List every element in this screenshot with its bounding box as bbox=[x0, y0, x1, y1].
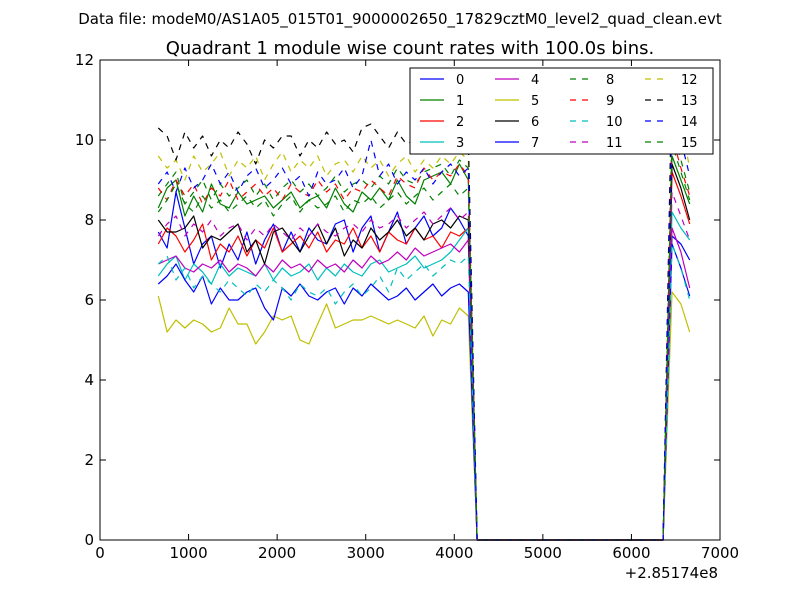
legend-label-15: 15 bbox=[681, 136, 698, 151]
y-tick-label: 8 bbox=[84, 211, 94, 229]
y-tick-label: 4 bbox=[84, 371, 94, 389]
x-tick-label: 5000 bbox=[524, 544, 562, 562]
x-axis: 0 1000 2000 3000 4000 5000 6000 7000 bbox=[95, 60, 739, 562]
legend-label-8: 8 bbox=[606, 73, 614, 88]
x-offset-label: +2.85174e8 bbox=[625, 564, 718, 582]
x-tick-label: 0 bbox=[95, 544, 105, 562]
series-line-9 bbox=[157, 135, 691, 541]
series-line-8 bbox=[157, 127, 691, 541]
legend-label-4: 4 bbox=[531, 73, 539, 88]
y-tick-label: 2 bbox=[84, 451, 94, 469]
x-tick-label: 7000 bbox=[701, 544, 739, 562]
y-tick-label: 0 bbox=[84, 531, 94, 549]
y-tick-label: 12 bbox=[75, 51, 94, 69]
x-tick-label: 2000 bbox=[258, 544, 296, 562]
y-tick-label: 10 bbox=[75, 131, 94, 149]
legend-label-3: 3 bbox=[456, 136, 464, 151]
legend-label-12: 12 bbox=[681, 73, 698, 88]
x-tick-label: 3000 bbox=[347, 544, 385, 562]
legend-label-14: 14 bbox=[681, 115, 698, 130]
chart-title: Quadrant 1 module wise count rates with … bbox=[166, 38, 655, 59]
x-tick-label: 6000 bbox=[612, 544, 650, 562]
legend-label-7: 7 bbox=[531, 136, 539, 151]
x-tick-label: 4000 bbox=[435, 544, 473, 562]
legend-label-2: 2 bbox=[456, 115, 464, 130]
x-tick-label: 1000 bbox=[169, 544, 207, 562]
figure-suptitle: Data file: modeM0/AS1A05_015T01_90000026… bbox=[78, 10, 722, 29]
legend-label-0: 0 bbox=[456, 73, 464, 88]
legend-label-1: 1 bbox=[456, 94, 464, 109]
legend-label-10: 10 bbox=[606, 115, 623, 130]
legend-label-13: 13 bbox=[681, 94, 698, 109]
y-tick-label: 6 bbox=[84, 291, 94, 309]
legend-box bbox=[409, 67, 714, 155]
legend-label-9: 9 bbox=[606, 94, 614, 109]
legend-label-5: 5 bbox=[531, 94, 539, 109]
legend-label-11: 11 bbox=[606, 136, 623, 151]
series-line-12 bbox=[157, 91, 691, 541]
legend-label-6: 6 bbox=[531, 115, 539, 130]
